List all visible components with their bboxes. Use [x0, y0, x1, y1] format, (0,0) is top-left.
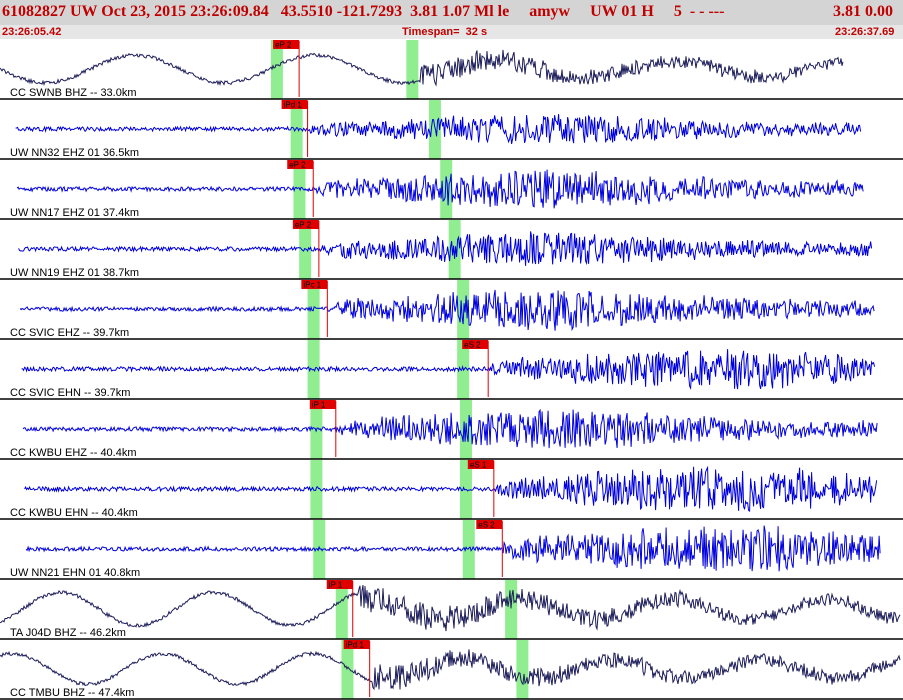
- pick-marker: eP 2: [273, 40, 300, 97]
- pick-marker: eP 2: [287, 160, 314, 217]
- pick-marker: iP 1: [309, 400, 337, 457]
- event-header-bar: 61082827 UW Oct 23, 2015 23:26:09.84 43.…: [0, 0, 903, 25]
- p-window: [290, 100, 303, 159]
- pick-marker: iPc 1: [301, 280, 328, 337]
- pick-marker: iP 1: [326, 580, 354, 637]
- waveform-line: [24, 465, 878, 513]
- trace-panel: iP 1 TA J04D BHZ -- 46.2km: [0, 580, 903, 640]
- pick-marker: eP 2: [292, 220, 320, 277]
- waveform-line: [22, 408, 878, 449]
- pick-marker: eS 1: [467, 460, 495, 517]
- event-info: 61082827 UW Oct 23, 2015 23:26:09.84 43.…: [2, 3, 725, 20]
- trace-label: UW NN17 EHZ 01 37.4km: [10, 207, 139, 219]
- trace-label: UW NN21 EHN 01 40.8km: [10, 567, 140, 579]
- waveform-line: [18, 231, 873, 266]
- pick-label: eP 2: [275, 41, 292, 50]
- waveform-line: [25, 525, 881, 572]
- trace-label: CC SVIC EHN -- 39.7km: [10, 387, 130, 399]
- s-window: [457, 280, 470, 339]
- trace-label: TA J04D BHZ -- 46.2km: [10, 627, 126, 639]
- waveform-line: [0, 49, 844, 87]
- s-window: [462, 520, 475, 579]
- trace-label: CC KWBU EHZ -- 40.4km: [10, 447, 137, 459]
- pick-marker: iPd 1: [281, 100, 309, 157]
- trace-panel: eS 2 UW NN21 EHN 01 40.8km: [0, 520, 903, 580]
- pick-flag: [301, 280, 328, 289]
- pick-flag: [467, 460, 494, 469]
- pick-label: eP 2: [289, 161, 306, 170]
- pick-label: eS 1: [470, 461, 487, 470]
- end-time-label: 23:26:37.69: [835, 26, 895, 38]
- pick-label: iP 1: [329, 581, 343, 590]
- waveform-line: [21, 349, 876, 391]
- pick-label: eS 2: [464, 341, 481, 350]
- pick-label: eP 2: [295, 221, 312, 230]
- trace-panel: eS 1 CC KWBU EHN -- 40.4km: [0, 460, 903, 520]
- trace-label: CC SVIC EHZ -- 39.7km: [10, 327, 129, 339]
- waveform-line: [0, 585, 901, 632]
- pick-marker: eS 2: [476, 520, 503, 577]
- waveform-chart[interactable]: eP 2 CC SWNB BHZ -- 33.0km iPd 1 UW NN32 EH…: [0, 39, 903, 700]
- trace-panel: eP 2 UW NN17 EHZ 01 37.4km: [0, 160, 903, 220]
- pick-marker: iPd 1: [343, 640, 371, 697]
- waveform-line: [15, 114, 862, 144]
- trace-label: UW NN19 EHZ 01 38.7km: [10, 267, 139, 279]
- trace-label: CC SWNB BHZ -- 33.0km: [10, 87, 137, 99]
- s-window: [448, 220, 461, 279]
- pick-flag: [476, 520, 503, 529]
- s-window: [428, 100, 441, 159]
- pick-label: iP 1: [312, 401, 326, 410]
- event-value: 3.81 0.00: [833, 3, 893, 20]
- s-window: [516, 640, 529, 699]
- trace-panel: eP 2 CC SWNB BHZ -- 33.0km: [0, 40, 903, 100]
- s-window: [505, 580, 518, 639]
- time-axis-bar: 23:26:05.42 Timespan= 32 s 23:26:37.69: [0, 25, 903, 39]
- p-window: [299, 220, 312, 279]
- pick-label: iPc 1: [303, 281, 321, 290]
- pick-marker: eS 2: [462, 340, 489, 397]
- trace-panel: eP 2 UW NN19 EHZ 01 38.7km: [0, 220, 903, 280]
- pick-label: iPd 1: [284, 101, 303, 110]
- waveform-line: [19, 289, 875, 332]
- trace-panel: iPd 1 CC TMBU BHZ -- 47.4km: [0, 640, 903, 700]
- pick-flag: [273, 40, 300, 49]
- trace-label: UW NN32 EHZ 01 36.5km: [10, 147, 139, 159]
- trace-panel: iP 1 CC KWBU EHZ -- 40.4km: [0, 400, 903, 460]
- pick-label: eS 2: [478, 521, 495, 530]
- trace-panel: iPd 1 UW NN32 EHZ 01 36.5km: [0, 100, 903, 160]
- p-window: [335, 580, 348, 639]
- trace-label: CC KWBU EHN -- 40.4km: [10, 507, 138, 519]
- trace-panel: iPc 1 CC SVIC EHZ -- 39.7km: [0, 280, 903, 340]
- start-time-label: 23:26:05.42: [2, 26, 62, 38]
- pick-flag: [309, 400, 336, 409]
- pick-flag: [343, 640, 370, 649]
- p-window: [313, 520, 326, 579]
- pick-flag: [326, 580, 353, 589]
- waveform-line: [16, 169, 864, 209]
- trace-panel: eS 2 CC SVIC EHN -- 39.7km: [0, 340, 903, 400]
- pick-label: iPd 1: [346, 641, 365, 650]
- s-window: [406, 40, 419, 99]
- pick-flag: [462, 340, 489, 349]
- waveform-line: [0, 649, 901, 691]
- trace-label: CC TMBU BHZ -- 47.4km: [10, 687, 134, 699]
- s-window: [440, 160, 453, 219]
- pick-flag: [292, 220, 319, 229]
- timespan-label: Timespan= 32 s: [402, 26, 488, 38]
- p-window: [270, 40, 283, 99]
- pick-flag: [287, 160, 314, 169]
- pick-flag: [281, 100, 308, 109]
- p-window: [341, 640, 354, 699]
